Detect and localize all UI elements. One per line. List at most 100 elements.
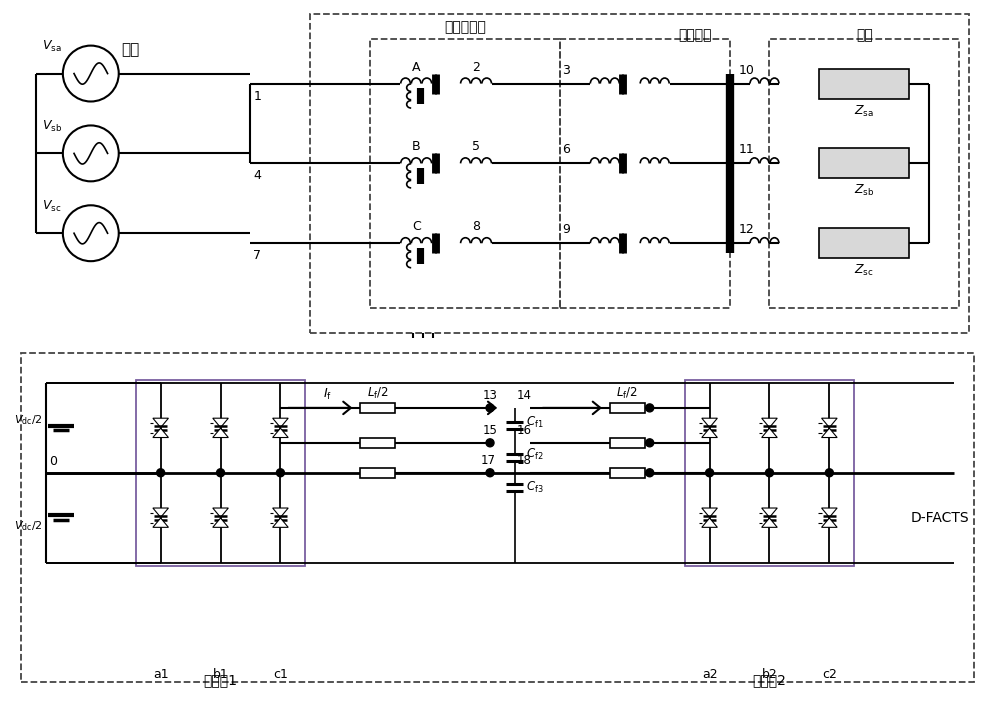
Text: $V_{\rm dc}/2$: $V_{\rm dc}/2$ (14, 413, 43, 427)
Circle shape (646, 439, 654, 447)
Circle shape (486, 469, 494, 476)
Text: 4: 4 (253, 169, 261, 183)
Text: 13: 13 (483, 389, 497, 402)
Circle shape (646, 404, 654, 412)
Text: D-FACTS: D-FACTS (910, 510, 969, 525)
Polygon shape (702, 518, 717, 527)
Text: $C_{\rm f2}$: $C_{\rm f2}$ (526, 447, 543, 462)
Bar (610, 468, 645, 478)
Bar (360, 468, 395, 478)
Bar (21, 353, 974, 683)
Polygon shape (153, 518, 168, 527)
Polygon shape (702, 508, 717, 518)
Text: $L_{\rm f}/2$: $L_{\rm f}/2$ (367, 387, 389, 401)
Bar (370, 39, 560, 308)
Text: 调压变压器: 调压变压器 (444, 21, 486, 35)
Bar (819, 149, 909, 178)
Text: 2: 2 (472, 61, 480, 74)
Polygon shape (213, 428, 228, 438)
Text: 15: 15 (483, 424, 497, 437)
Bar (360, 438, 395, 448)
Text: 1: 1 (253, 89, 261, 103)
Polygon shape (822, 428, 837, 438)
Bar (685, 380, 854, 566)
Text: 主变压器: 主变压器 (678, 28, 711, 42)
Text: 14: 14 (517, 389, 532, 402)
Text: $L_{\rm f}/2$: $L_{\rm f}/2$ (616, 387, 638, 401)
Text: 3: 3 (562, 64, 570, 76)
Text: 7: 7 (253, 249, 261, 262)
Bar (610, 438, 645, 448)
Polygon shape (762, 428, 777, 438)
Text: B: B (412, 140, 420, 154)
Bar (819, 228, 909, 258)
Circle shape (217, 469, 225, 476)
Text: 电网: 电网 (122, 42, 140, 57)
Text: $C_{\rm f1}$: $C_{\rm f1}$ (526, 415, 544, 430)
Text: 9: 9 (562, 223, 570, 236)
Text: $I_{\rm f}$: $I_{\rm f}$ (323, 387, 332, 402)
Text: 6: 6 (562, 144, 570, 156)
Text: $V_{\rm sb}$: $V_{\rm sb}$ (42, 119, 62, 134)
Text: $V_{\rm dc}/2$: $V_{\rm dc}/2$ (14, 519, 43, 532)
Circle shape (157, 469, 165, 476)
Circle shape (63, 125, 119, 181)
Polygon shape (822, 508, 837, 518)
Text: $C_{\rm f3}$: $C_{\rm f3}$ (526, 480, 544, 496)
Text: $Z_{\rm sc}$: $Z_{\rm sc}$ (854, 263, 874, 278)
Circle shape (486, 404, 494, 412)
Text: A: A (412, 61, 420, 74)
Text: 变流器2: 变流器2 (753, 673, 786, 687)
Polygon shape (762, 418, 777, 428)
Circle shape (646, 469, 654, 476)
Polygon shape (273, 508, 288, 518)
Text: 0: 0 (49, 455, 57, 468)
Text: a2: a2 (702, 668, 717, 681)
Bar (360, 403, 395, 413)
Circle shape (63, 45, 119, 101)
Polygon shape (153, 418, 168, 428)
Polygon shape (273, 418, 288, 428)
Text: 17: 17 (481, 454, 496, 467)
Text: a1: a1 (153, 668, 168, 681)
Text: $Z_{\rm sa}$: $Z_{\rm sa}$ (854, 103, 874, 119)
Polygon shape (702, 428, 717, 438)
Text: $Z_{\rm sb}$: $Z_{\rm sb}$ (854, 183, 874, 198)
Polygon shape (273, 518, 288, 527)
Text: $V_{\rm sa}$: $V_{\rm sa}$ (42, 39, 62, 54)
Text: c2: c2 (822, 668, 837, 681)
Circle shape (486, 439, 494, 447)
Bar (819, 69, 909, 98)
Text: 12: 12 (739, 223, 754, 236)
Bar (610, 403, 645, 413)
Polygon shape (153, 508, 168, 518)
Text: $V_{\rm sc}$: $V_{\rm sc}$ (42, 198, 62, 214)
Text: 5: 5 (472, 140, 480, 154)
Text: 负载: 负载 (856, 28, 873, 42)
Text: b1: b1 (213, 668, 228, 681)
Polygon shape (822, 418, 837, 428)
Circle shape (765, 469, 773, 476)
Text: 11: 11 (739, 144, 754, 156)
Polygon shape (153, 428, 168, 438)
Polygon shape (213, 418, 228, 428)
Bar (310, 13, 969, 333)
Text: c1: c1 (273, 668, 288, 681)
Circle shape (276, 469, 284, 476)
Bar (560, 39, 730, 308)
Circle shape (63, 205, 119, 261)
Bar (136, 380, 305, 566)
Polygon shape (273, 428, 288, 438)
Text: 8: 8 (472, 220, 480, 233)
Circle shape (706, 469, 714, 476)
Text: b2: b2 (762, 668, 777, 681)
Polygon shape (822, 518, 837, 527)
Text: 10: 10 (739, 64, 754, 76)
Polygon shape (762, 518, 777, 527)
Text: 18: 18 (517, 454, 532, 467)
Polygon shape (213, 518, 228, 527)
Polygon shape (702, 418, 717, 428)
Bar (769, 39, 959, 308)
Text: 变流器1: 变流器1 (204, 673, 238, 687)
Polygon shape (762, 508, 777, 518)
